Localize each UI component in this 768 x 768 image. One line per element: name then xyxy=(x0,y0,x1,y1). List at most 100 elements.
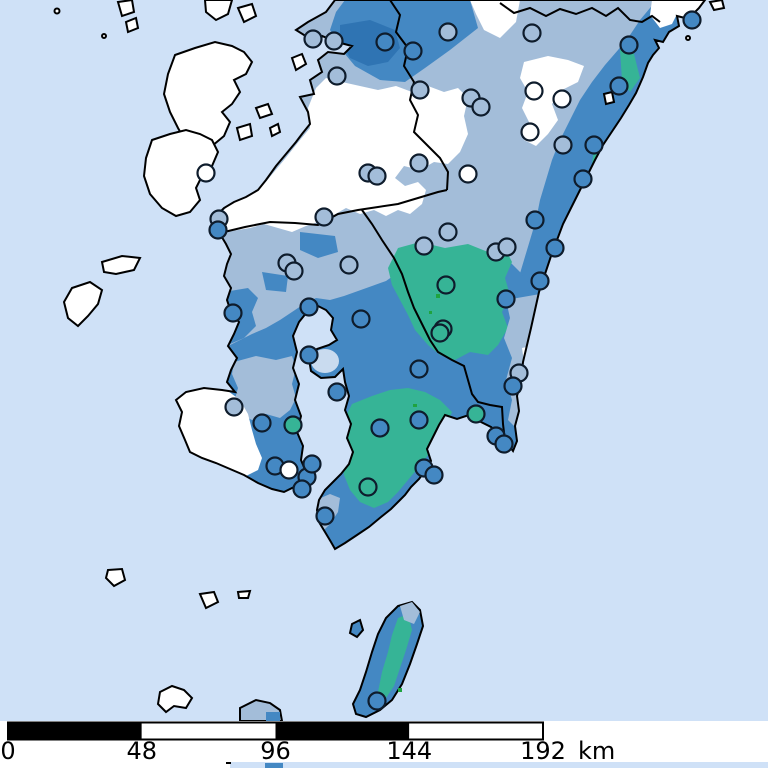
green-speck xyxy=(429,311,432,314)
station-marker xyxy=(358,477,378,497)
station-marker xyxy=(283,415,303,435)
station-marker xyxy=(327,66,347,86)
station-marker xyxy=(279,460,299,480)
scalebar-unit-label: km xyxy=(578,737,615,765)
station-marker xyxy=(367,691,387,711)
station-marker xyxy=(324,31,344,51)
station-marker xyxy=(520,122,540,142)
scalebar-segment xyxy=(141,722,276,740)
station-marker xyxy=(196,163,216,183)
station-marker xyxy=(545,238,565,258)
scalebar-segment xyxy=(8,722,142,740)
station-marker xyxy=(553,135,573,155)
station-marker xyxy=(524,81,544,101)
patch-light-tanegashima-tip xyxy=(400,602,420,624)
island-amakusa-lower xyxy=(142,128,220,218)
green-speck xyxy=(398,688,402,692)
station-marker xyxy=(497,237,517,257)
islet-strait-b xyxy=(254,102,274,120)
station-marker xyxy=(458,164,478,184)
station-marker xyxy=(430,323,450,343)
island-north-c xyxy=(116,0,136,18)
scalebar-segment xyxy=(409,722,543,740)
station-marker xyxy=(292,479,312,499)
border-oita-miyazaki xyxy=(499,2,661,24)
station-marker xyxy=(327,382,347,402)
island-koshiki-upper xyxy=(100,254,142,276)
patch-white-nobeoka xyxy=(650,0,704,28)
station-marker xyxy=(224,397,244,417)
station-marker xyxy=(682,10,702,30)
patch-mid-yakushima xyxy=(266,712,280,721)
island-north-a xyxy=(203,0,234,22)
scalebar-tick-label: 192 xyxy=(520,737,566,765)
station-marker xyxy=(299,345,319,365)
station-marker xyxy=(503,376,523,396)
station-marker xyxy=(530,271,550,291)
station-marker xyxy=(584,135,604,155)
islet-southwest-c xyxy=(236,589,252,599)
station-marker xyxy=(351,309,371,329)
station-marker xyxy=(409,153,429,173)
station-marker xyxy=(573,169,593,189)
island-kuchinoerabu xyxy=(156,684,194,714)
station-marker xyxy=(496,289,516,309)
station-marker xyxy=(609,76,629,96)
green-speck xyxy=(436,294,440,298)
station-marker xyxy=(494,434,514,454)
islet xyxy=(101,33,107,39)
patch-light-satsuma xyxy=(232,356,296,420)
island-north-b xyxy=(236,2,258,24)
border-kagoshima-miyazaki xyxy=(361,209,512,451)
islet-east-coast xyxy=(602,90,616,106)
station-marker xyxy=(314,207,334,227)
scalebar-outline xyxy=(7,721,544,741)
islet-southwest-b xyxy=(198,590,220,610)
station-marker xyxy=(409,359,429,379)
islet-northeast xyxy=(708,0,726,12)
station-marker xyxy=(303,29,323,49)
station-marker xyxy=(466,404,486,424)
station-marker xyxy=(403,41,423,61)
station-marker xyxy=(339,255,359,275)
islet-southwest-a xyxy=(104,567,127,588)
patch-white-central xyxy=(214,78,468,232)
patch-mid-izumi xyxy=(300,232,338,258)
station-marker xyxy=(367,166,387,186)
footer-patch xyxy=(265,763,283,768)
scalebar-tick-label: 96 xyxy=(260,737,291,765)
islet-strait-d xyxy=(290,52,308,72)
patch-high-tanegashima xyxy=(378,614,412,698)
patch-mid-eastcoast xyxy=(505,0,704,440)
station-marker xyxy=(370,418,390,438)
island-amakusa-upper xyxy=(162,40,254,152)
station-marker xyxy=(410,80,430,100)
footer-strip xyxy=(0,762,768,768)
scalebar: 0 48 96 144 192 km xyxy=(0,721,615,765)
station-marker xyxy=(223,303,243,323)
station-marker xyxy=(409,410,429,430)
patch-middark-north xyxy=(340,20,400,66)
scalebar-segment xyxy=(275,722,410,740)
station-marker xyxy=(436,275,456,295)
island-koshiki-lower xyxy=(62,280,104,328)
station-marker xyxy=(438,22,458,42)
station-marker xyxy=(375,32,395,52)
station-marker xyxy=(552,89,572,109)
station-marker xyxy=(619,35,639,55)
islet-strait-a xyxy=(235,122,254,142)
island-north-d xyxy=(124,16,140,34)
station-marker xyxy=(522,23,542,43)
islet-strait-c xyxy=(268,122,282,138)
scalebar-tick-label: 144 xyxy=(386,737,432,765)
station-marker xyxy=(525,210,545,230)
station-marker xyxy=(302,454,322,474)
station-marker xyxy=(284,261,304,281)
border-kumamoto-miyazaki xyxy=(389,0,450,191)
patch-white-hyuga xyxy=(520,56,584,146)
islet xyxy=(685,35,691,41)
station-marker xyxy=(299,297,319,317)
station-marker xyxy=(315,506,335,526)
